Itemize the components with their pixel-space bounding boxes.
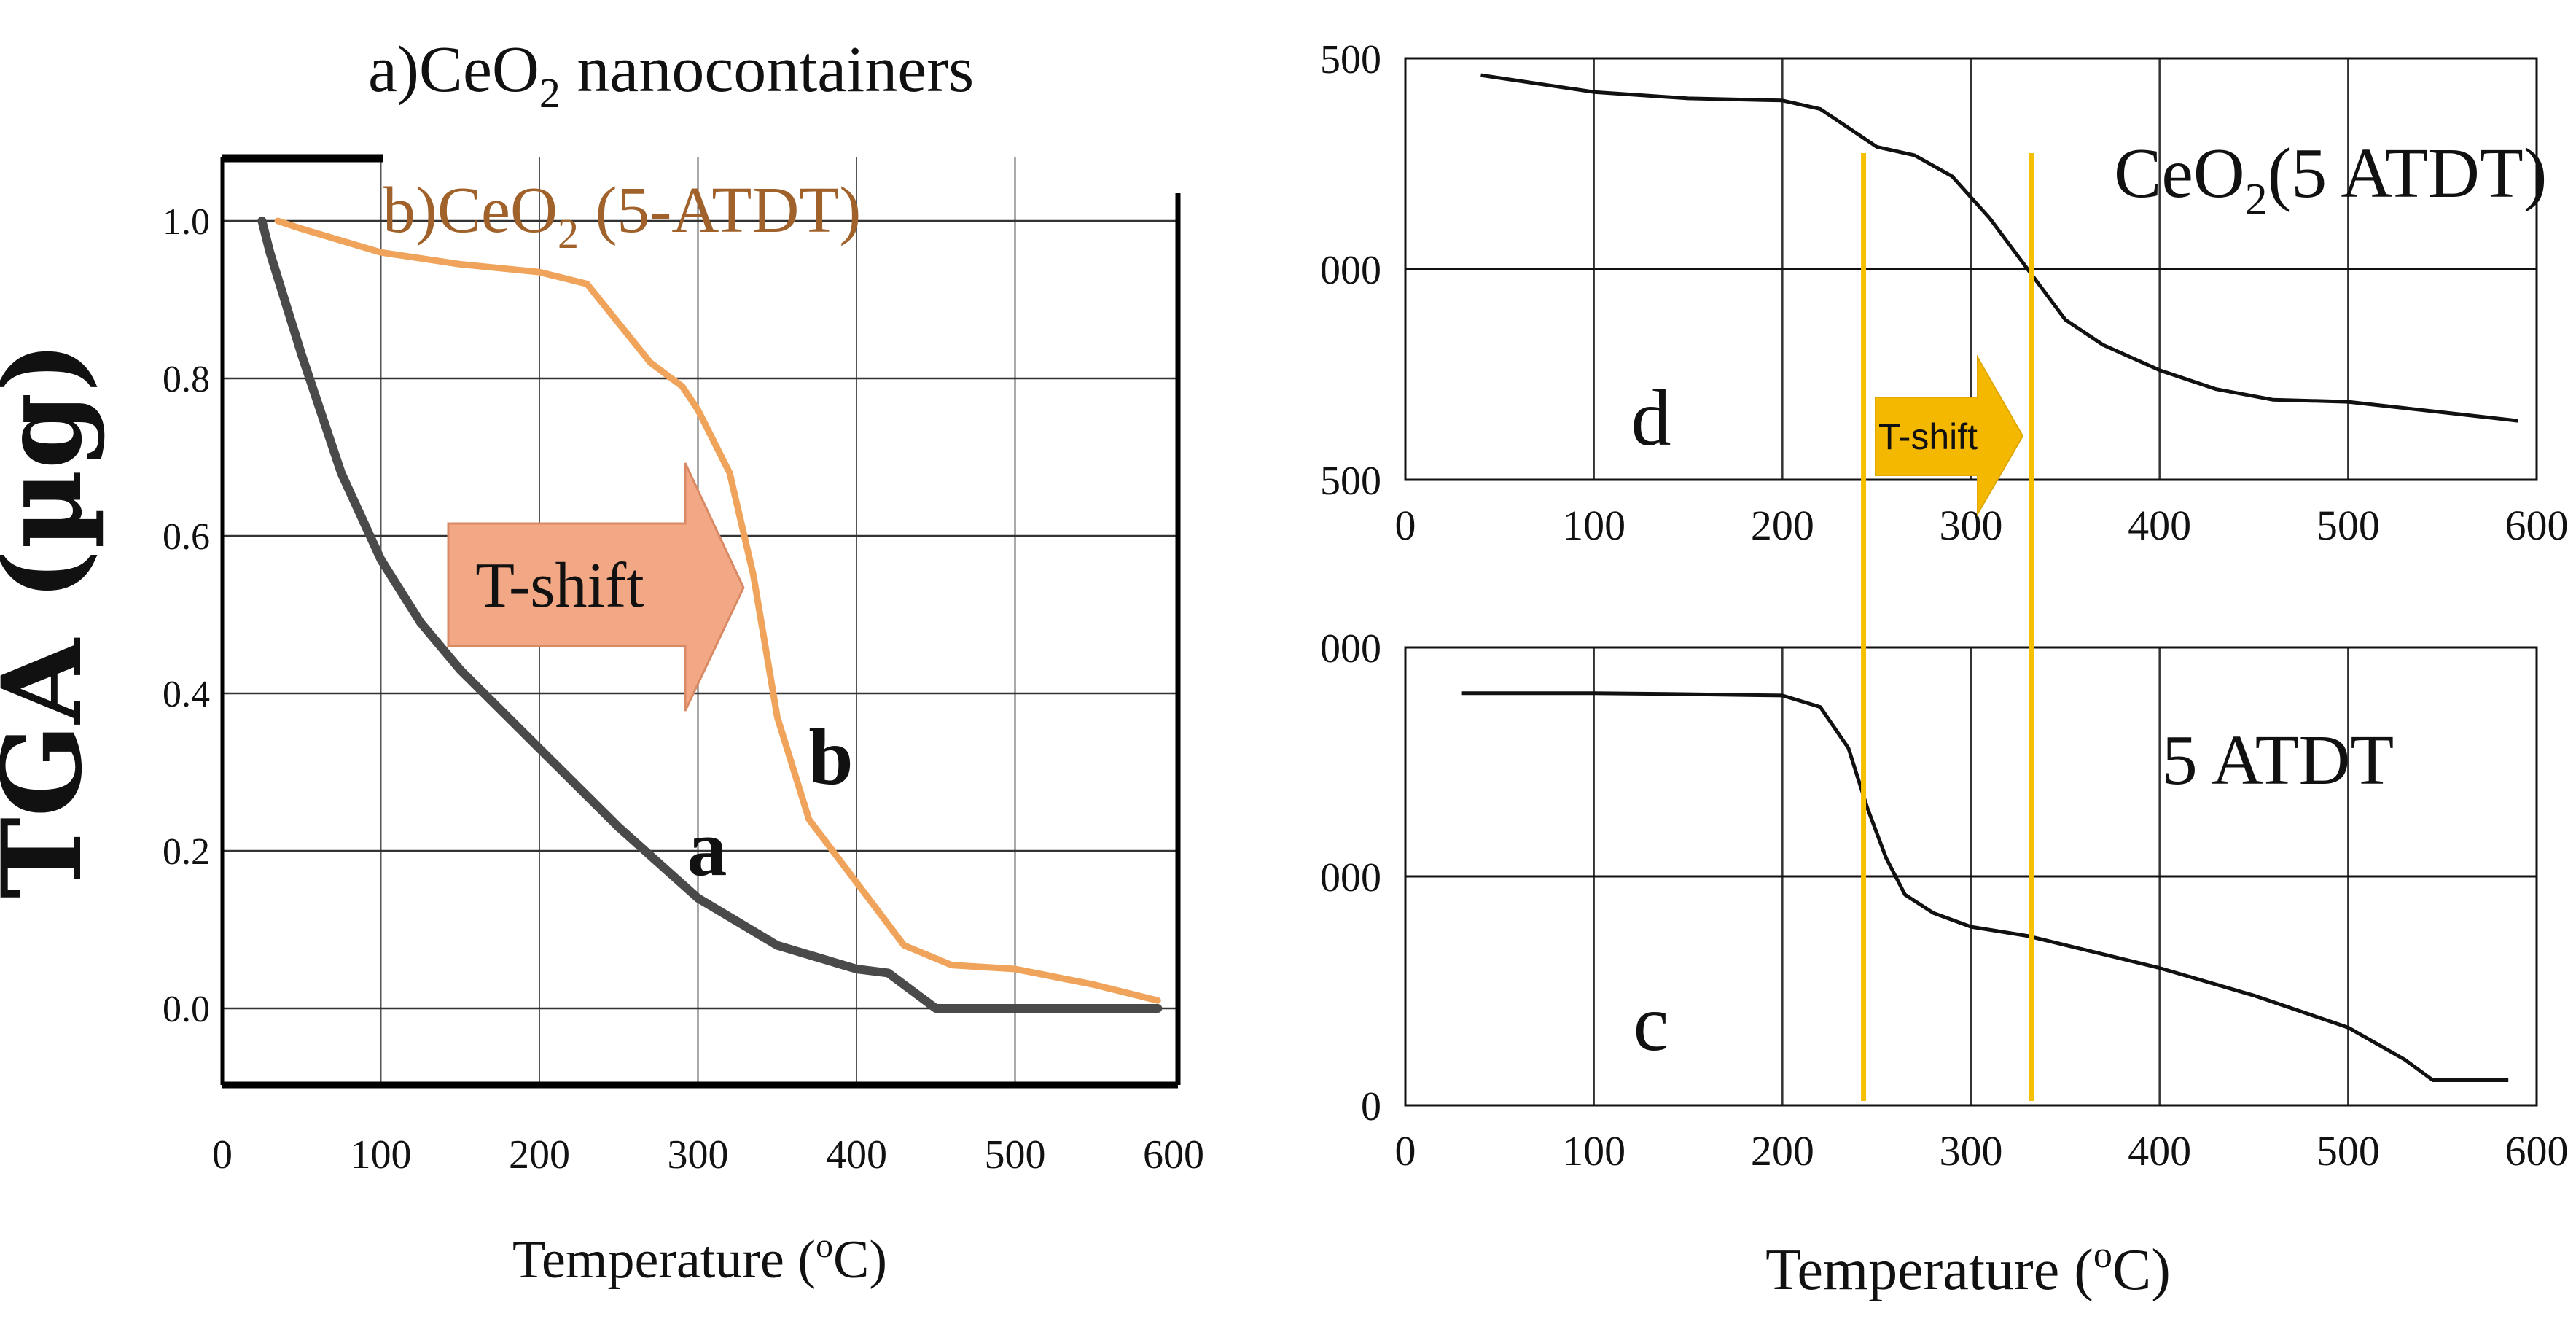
y-tick-label: 1.0 <box>163 201 210 243</box>
tshift-arrow-right <box>1875 354 2024 517</box>
x-tick-label: 200 <box>1751 1127 1814 1175</box>
temperature-marker-lines <box>1861 153 2034 1101</box>
y-tick-label: 0.2 <box>163 831 210 873</box>
x-tick-label: 0 <box>212 1132 233 1178</box>
x-tick-label: 100 <box>351 1132 412 1178</box>
x-axis-label-sup: o <box>2093 1234 2112 1276</box>
x-tick-label: 100 <box>1562 502 1625 549</box>
x-tick-label: 0 <box>1395 502 1416 549</box>
legend-text: a)CeO <box>368 34 539 106</box>
x-tick-label: 0 <box>1395 1127 1416 1175</box>
x-axis-label-suffix: C) <box>833 1230 887 1290</box>
y-tick-label: 0.0 <box>163 989 210 1030</box>
right-top-panel: 0 100 200 300 400 500 600 500 000 500 d CeO2(5 ATDT… <box>1320 37 2569 549</box>
y-axis-label: TGA (µg) <box>0 341 106 899</box>
x-axis-label: Temperature (oC) <box>512 1226 887 1290</box>
y-tick-label: 0.8 <box>163 359 210 400</box>
legend-text: (5-ATDT) <box>579 174 861 246</box>
x-tick-label: 300 <box>1940 502 2003 549</box>
x-tick-label: 600 <box>2505 1127 2569 1175</box>
series-line <box>1461 691 2509 1082</box>
series-label-b: b <box>808 712 853 801</box>
series-line <box>1480 73 2518 423</box>
curve-label-text: (5 ATDT) <box>2268 134 2548 213</box>
x-tick-label: 100 <box>1562 1127 1625 1175</box>
x-tick-label: 400 <box>2128 502 2191 549</box>
y-tick-label: 000 <box>1320 248 1381 293</box>
legend-text: nanocontainers <box>561 34 974 106</box>
tshift-arrow <box>447 462 745 712</box>
x-tick-label: 200 <box>509 1132 570 1178</box>
legend-subscript: 2 <box>539 69 561 117</box>
x-tick-label: 500 <box>985 1132 1046 1178</box>
series-label-a: a <box>687 803 727 892</box>
x-tick-label: 600 <box>2505 502 2569 549</box>
y-tick-label: 000 <box>1320 855 1381 900</box>
x-tick-label: 600 <box>1143 1132 1204 1178</box>
y-tick-label: 0 <box>1361 1084 1381 1129</box>
y-tick-label: 0.6 <box>163 516 210 558</box>
annotations: T-shift <box>1875 354 2024 517</box>
curve-label-ceo2-5atdt: CeO2(5 ATDT) <box>2114 134 2547 225</box>
series-line-b <box>274 217 1161 1004</box>
tshift-label-right: T-shift <box>1878 416 1978 457</box>
left-panel: 0 100 200 300 400 500 600 0.0 0.2 0.4 0.6 0.8 1.0 TGA… <box>0 34 1204 1290</box>
curve-label-5atdt: 5 ATDT <box>2162 721 2394 800</box>
tshift-label: T-shift <box>475 550 644 621</box>
series-line-a <box>257 217 1163 1013</box>
x-tick-label: 400 <box>826 1132 887 1178</box>
legend-entry-a: a)CeO2 nanocontainers <box>368 34 974 117</box>
plot-frame <box>1404 646 2538 1107</box>
plot-frame <box>1404 57 2538 481</box>
legend-entry-b: b)CeO2 (5-ATDT) <box>383 174 861 257</box>
x-axis-label: Temperature (oC) <box>1765 1234 2171 1302</box>
x-tick-label: 300 <box>1940 1127 2003 1175</box>
x-tick-label: 500 <box>2317 502 2380 549</box>
curve-label-subscript: 2 <box>2245 175 2268 225</box>
x-axis-label-suffix: C) <box>2112 1238 2171 1302</box>
x-tick-label: 300 <box>668 1132 729 1178</box>
legend-subscript: 2 <box>558 210 579 257</box>
series-label-d: d <box>1631 373 1671 462</box>
x-axis-label-sup: o <box>816 1226 833 1265</box>
y-tick-label: 0.4 <box>163 674 210 715</box>
curve-label-text: CeO <box>2114 134 2245 213</box>
x-tick-label: 500 <box>2317 1127 2380 1175</box>
series-label-c: c <box>1634 978 1669 1067</box>
legend-text: b)CeO <box>383 174 558 246</box>
y-tick-label: 500 <box>1320 459 1381 504</box>
y-tick-label: 000 <box>1320 626 1381 672</box>
x-tick-label: 400 <box>2128 1127 2191 1175</box>
y-tick-label: 500 <box>1320 37 1381 82</box>
x-tick-label: 200 <box>1751 502 1814 549</box>
